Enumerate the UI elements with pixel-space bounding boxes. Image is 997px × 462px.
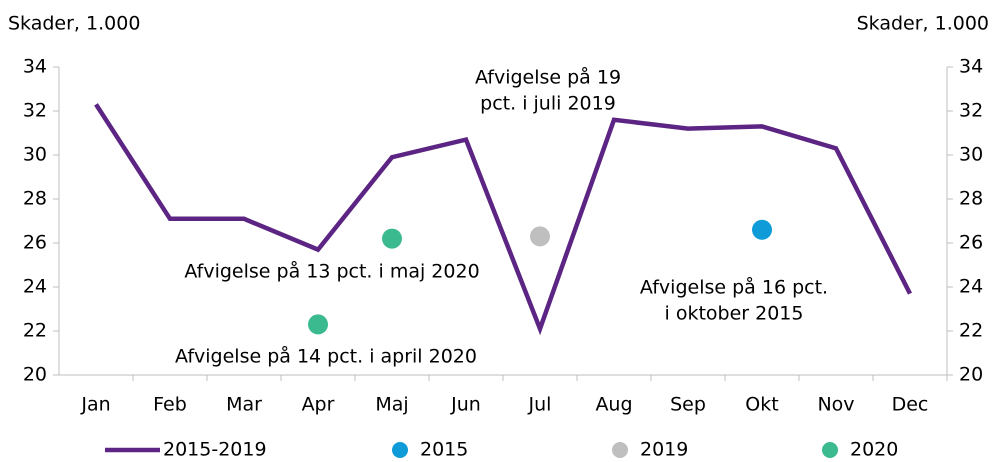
y-tick-label: 32 bbox=[23, 100, 47, 122]
marker bbox=[752, 219, 772, 240]
y2-tick-label: 20 bbox=[959, 364, 983, 386]
legend-marker bbox=[612, 442, 628, 458]
y-tick-label: 20 bbox=[23, 364, 47, 386]
x-tick-label: Okt bbox=[745, 394, 778, 416]
marker bbox=[382, 228, 402, 249]
x-tick-label: Mar bbox=[226, 394, 262, 416]
annotation: Afvigelse på 19 bbox=[475, 66, 621, 89]
y-tick-label: 28 bbox=[23, 188, 47, 210]
y-tick-label: 24 bbox=[23, 276, 47, 298]
x-tick-label: Dec bbox=[892, 394, 929, 416]
legend-marker bbox=[392, 442, 408, 458]
x-tick-label: Feb bbox=[153, 394, 187, 416]
y-tick-label: 34 bbox=[23, 56, 47, 78]
x-tick-label: Jan bbox=[80, 394, 110, 416]
y2-tick-label: 24 bbox=[959, 276, 983, 298]
legend-label: 2015 bbox=[420, 439, 468, 461]
y2-tick-label: 34 bbox=[959, 56, 983, 78]
x-tick-label: Nov bbox=[817, 394, 854, 416]
y2-tick-label: 30 bbox=[959, 144, 983, 166]
x-tick-label: Aug bbox=[595, 394, 632, 416]
annotation: i oktober 2015 bbox=[665, 303, 804, 325]
y-tick-label: 22 bbox=[23, 320, 47, 342]
y2-axis-label: Skader, 1.000 bbox=[857, 13, 989, 35]
marker bbox=[308, 314, 328, 335]
annotation: Afvigelse på 14 pct. i april 2020 bbox=[175, 345, 477, 368]
x-tick-label: Jun bbox=[450, 394, 481, 416]
y-tick-label: 30 bbox=[23, 144, 47, 166]
legend-label: 2020 bbox=[850, 439, 898, 461]
marker bbox=[530, 226, 550, 247]
annotation: Afvigelse på 16 pct. bbox=[640, 276, 828, 299]
y2-tick-label: 32 bbox=[959, 100, 983, 122]
legend-label: 2015-2019 bbox=[163, 439, 267, 461]
x-tick-label: Sep bbox=[670, 394, 706, 416]
y2-tick-label: 22 bbox=[959, 320, 983, 342]
legend-label: 2019 bbox=[640, 439, 688, 461]
annotation: pct. i juli 2019 bbox=[480, 93, 616, 115]
y2-tick-label: 26 bbox=[959, 232, 983, 254]
y2-tick-label: 28 bbox=[959, 188, 983, 210]
annotation: Afvigelse på 13 pct. i maj 2020 bbox=[184, 260, 479, 283]
x-tick-label: Jul bbox=[528, 394, 552, 416]
line bbox=[94, 103, 913, 336]
y-axis-label: Skader, 1.000 bbox=[8, 13, 140, 35]
y-tick-label: 26 bbox=[23, 232, 47, 254]
legend-marker bbox=[822, 442, 838, 458]
x-tick-label: Apr bbox=[302, 394, 335, 416]
x-tick-label: Maj bbox=[375, 394, 408, 416]
